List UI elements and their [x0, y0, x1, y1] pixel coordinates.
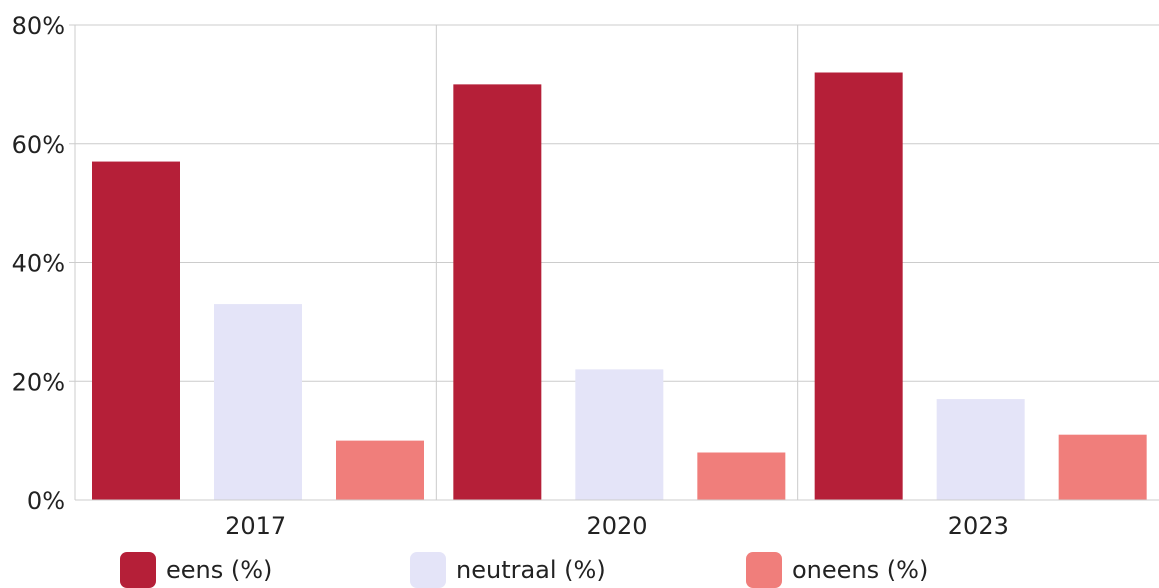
bar-eens-2017: [92, 161, 180, 500]
legend-label-neutraal: neutraal (%): [456, 556, 606, 584]
legend-swatch-neutraal: [410, 552, 446, 588]
axes: 0% 20% 40% 60% 80% 2017 2020 2023: [12, 12, 1159, 540]
legend-item-oneens: oneens (%): [746, 552, 928, 588]
bar-eens-2020: [453, 84, 542, 500]
x-tick-label: 2020: [586, 512, 647, 540]
x-tick-label: 2017: [225, 512, 286, 540]
legend-item-neutraal: neutraal (%): [410, 552, 606, 588]
bar-neutraal-2017: [214, 304, 302, 500]
bar-neutraal-2023: [936, 399, 1025, 500]
legend-swatch-eens: [120, 552, 156, 588]
y-tick-label: 0%: [27, 487, 65, 515]
x-tick-label: 2023: [948, 512, 1009, 540]
legend-swatch-oneens: [746, 552, 782, 588]
legend: eens (%) neutraal (%) oneens (%): [0, 552, 1159, 588]
bar-neutraal-2020: [575, 369, 664, 500]
bar-oneens-2017: [336, 440, 424, 500]
grid: [69, 24, 1159, 500]
legend-item-eens: eens (%): [120, 552, 272, 588]
bars: [92, 72, 1147, 500]
legend-label-oneens: oneens (%): [792, 556, 929, 584]
bar-oneens-2023: [1058, 434, 1147, 500]
y-tick-label: 60%: [12, 131, 65, 159]
legend-label-eens: eens (%): [166, 556, 273, 584]
y-tick-label: 80%: [12, 12, 65, 40]
bar-oneens-2020: [697, 452, 786, 500]
bar-eens-2023: [814, 72, 903, 500]
bar-chart: 0% 20% 40% 60% 80% 2017 2020 2023: [12, 12, 1159, 540]
y-tick-label: 20%: [12, 368, 65, 396]
y-tick-label: 40%: [12, 250, 65, 278]
